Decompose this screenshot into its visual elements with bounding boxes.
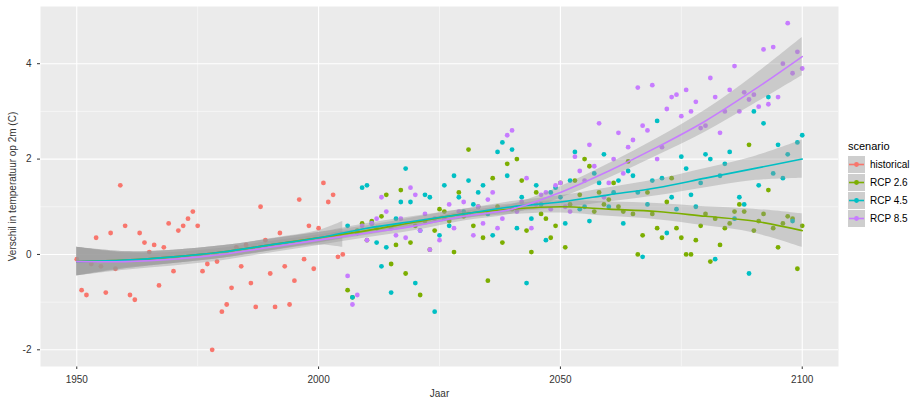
svg-text:-2: -2 [23,344,32,355]
html-text:scenario: scenario [848,140,890,152]
svg-text:2000: 2000 [307,374,330,385]
html-text:historical: historical [870,159,910,170]
svg-text:Verschil in temperatuur op 2m: Verschil in temperatuur op 2m (C) [7,112,18,262]
svg-text:1950: 1950 [66,374,89,385]
svg-text:2100: 2100 [791,374,814,385]
svg-text:Jaar: Jaar [430,388,450,399]
svg-text:2: 2 [26,153,32,164]
html-text:RCP 4.5: RCP 4.5 [870,195,908,206]
svg-text:2050: 2050 [549,374,572,385]
html-text:RCP 2.6: RCP 2.6 [870,177,908,188]
html-text:RCP 8.5: RCP 8.5 [870,213,908,224]
svg-text:4: 4 [26,58,32,69]
svg-text:0: 0 [26,249,32,260]
